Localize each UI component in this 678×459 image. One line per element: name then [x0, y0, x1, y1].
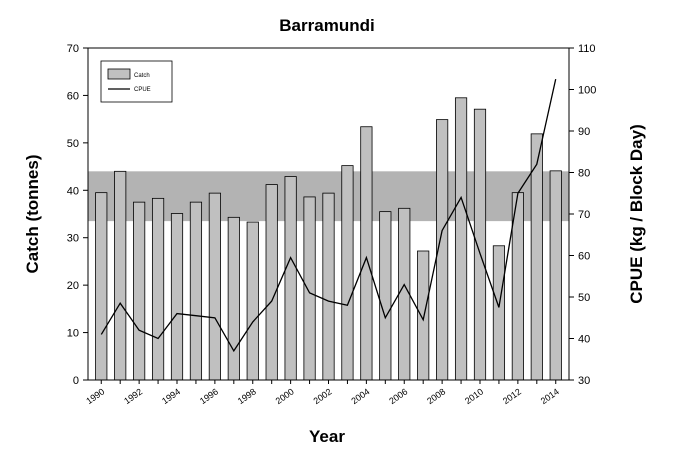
- catch-bar-2003: [341, 165, 354, 381]
- catch-bar-2007: [417, 250, 430, 381]
- catch-bar-1996: [208, 192, 221, 381]
- legend-catch-label: Catch: [134, 73, 150, 79]
- x-tick-label-2000: 2000: [274, 386, 296, 406]
- y-tick-label-0: 0: [73, 375, 79, 387]
- y2-tick-label-110: 110: [578, 43, 596, 55]
- catch-bar-2001: [303, 196, 316, 381]
- y-tick-label-30: 30: [67, 233, 79, 245]
- y2-tick-label-30: 30: [578, 375, 590, 387]
- y-tick-label-60: 60: [67, 90, 79, 102]
- catch-bar-1997: [227, 216, 240, 381]
- legend-box: [100, 60, 173, 103]
- y2-tick-label-50: 50: [578, 292, 590, 304]
- legend: Catch CPUE: [100, 60, 173, 103]
- y2-tick-label-90: 90: [578, 126, 590, 138]
- catch-bar-1994: [170, 213, 184, 381]
- catch-bar-1990: [95, 192, 108, 381]
- catch-bar-1995: [189, 201, 203, 381]
- x-tick-label-1990: 1990: [84, 386, 106, 406]
- x-tick-label-2008: 2008: [425, 386, 447, 406]
- catch-bar-2014: [549, 170, 562, 381]
- x-axis-title: Year: [309, 427, 345, 446]
- catch-bar-1992: [133, 201, 146, 381]
- catch-bar-1993: [151, 197, 165, 381]
- y-tick-label-10: 10: [67, 328, 79, 340]
- y-tick-label-40: 40: [67, 185, 79, 197]
- x-tick-label-1994: 1994: [160, 386, 182, 406]
- catch-bar-2011: [492, 245, 506, 381]
- catch-bar-2010: [473, 108, 487, 381]
- y-axis-title: Catch (tonnes): [23, 155, 42, 274]
- legend-catch-swatch: [107, 68, 131, 80]
- y-tick-label-50: 50: [67, 138, 79, 150]
- x-tick-label-1998: 1998: [236, 386, 258, 406]
- y2-tick-label-60: 60: [578, 251, 590, 263]
- x-tick-label-1996: 1996: [198, 386, 220, 406]
- catch-bar-2005: [379, 211, 392, 381]
- x-tick-label-2002: 2002: [312, 386, 334, 406]
- x-tick-label-2014: 2014: [539, 386, 561, 406]
- y2-axis-title: CPUE (kg / Block Day): [627, 124, 646, 304]
- catch-bars: [95, 97, 562, 381]
- y-tick-label-20: 20: [67, 280, 79, 292]
- x-tick-label-1992: 1992: [122, 386, 144, 406]
- legend-cpue-label: CPUE: [134, 87, 151, 93]
- y2-tick-label-70: 70: [578, 209, 590, 221]
- catch-bar-2002: [322, 192, 335, 381]
- cpue-line-layer: [100, 78, 557, 353]
- catch-bar-2006: [398, 207, 411, 381]
- catch-bar-2004: [360, 126, 373, 381]
- catch-bar-1998: [246, 221, 259, 381]
- catch-bar-2009: [454, 97, 468, 381]
- catch-bar-1999: [265, 184, 278, 381]
- x-tick-label-2012: 2012: [501, 386, 523, 406]
- x-tick-label-2006: 2006: [387, 386, 409, 406]
- y2-tick-label-80: 80: [578, 168, 590, 180]
- y2-tick-label-40: 40: [578, 334, 590, 346]
- cpue-line: [100, 78, 557, 353]
- catch-bar-1991: [114, 170, 127, 381]
- x-tick-label-2010: 2010: [463, 386, 485, 406]
- catch-bar-2000: [284, 176, 297, 381]
- x-tick-label-2004: 2004: [349, 386, 371, 406]
- y-tick-label-70: 70: [67, 43, 79, 55]
- chart-title: Barramundi: [279, 16, 374, 35]
- y2-tick-label-100: 100: [578, 85, 596, 97]
